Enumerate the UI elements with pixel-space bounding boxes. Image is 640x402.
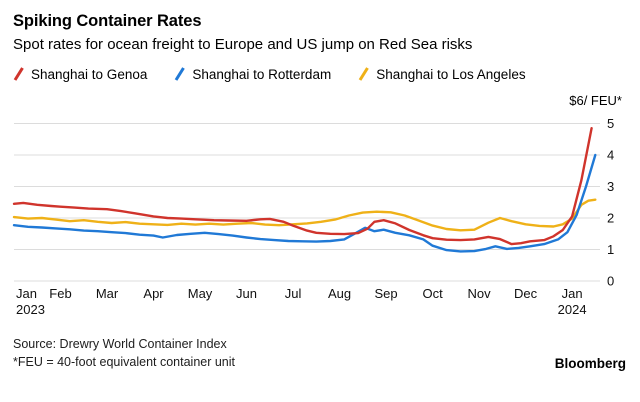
page-title: Spiking Container Rates	[13, 12, 202, 30]
series-slash-icon	[175, 67, 186, 81]
slash-mark	[175, 67, 186, 81]
legend-item-losangeles: Shanghai to Los Angeles	[358, 66, 526, 82]
x-year-label-start: 2023	[16, 302, 45, 317]
legend-label-losangeles: Shanghai to Los Angeles	[376, 66, 526, 82]
y-tick-label: 3	[607, 179, 614, 194]
x-tick-label: Jul	[285, 286, 302, 301]
y-tick-label: 2	[607, 211, 614, 226]
x-year-label-end: 2024	[558, 302, 587, 317]
legend-label-genoa: Shanghai to Genoa	[31, 66, 148, 82]
chart-footer: Source: Drewry World Container Index *FE…	[0, 319, 640, 371]
slash-mark	[358, 67, 369, 81]
y-axis-unit-label: $6/ FEU*	[569, 93, 622, 108]
x-tick-label: Jun	[236, 286, 257, 301]
legend-item-rotterdam: Shanghai to Rotterdam	[174, 66, 331, 82]
x-tick-label: Sep	[374, 286, 397, 301]
bloomberg-logo: Bloomberg	[554, 356, 626, 371]
line-chart: 0 1 2 3 4 5 Jan Feb Mar Apr May Jun Jul Aug Sep Oct Nov D…	[12, 116, 614, 317]
x-tick-label: Mar	[96, 286, 119, 301]
legend-item-genoa: Shanghai to Genoa	[13, 66, 147, 82]
series-slash-icon	[13, 67, 24, 81]
x-tick-label: Jan	[562, 286, 583, 301]
slash-mark	[13, 67, 24, 81]
chart-legend: Shanghai to Genoa Shanghai to Rotterdam …	[0, 53, 640, 82]
x-tick-label: Jan	[16, 286, 37, 301]
y-tick-label: 0	[607, 274, 614, 289]
x-tick-label: May	[188, 286, 213, 301]
y-tick-label: 4	[607, 148, 614, 163]
chart-header: Spiking Container Rates Spot rates for o…	[0, 0, 640, 53]
footnote-line: *FEU = 40-foot equivalent container unit	[13, 354, 236, 369]
source-line: Source: Drewry World Container Index	[13, 337, 227, 351]
series-line	[12, 127, 593, 246]
x-tick-label: Apr	[143, 286, 164, 301]
series-slash-icon	[358, 67, 369, 81]
series-line	[12, 198, 597, 232]
x-tick-label: Feb	[49, 286, 71, 301]
x-tick-label: Dec	[514, 286, 538, 301]
y-tick-label: 1	[607, 242, 614, 257]
legend-label-rotterdam: Shanghai to Rotterdam	[192, 66, 332, 82]
y-tick-label: 5	[607, 116, 614, 131]
series-line	[12, 153, 597, 253]
x-tick-label: Aug	[328, 286, 351, 301]
x-tick-label: Nov	[468, 286, 492, 301]
x-tick-label: Oct	[422, 286, 443, 301]
page-subtitle: Spot rates for ocean freight to Europe a…	[13, 36, 473, 53]
source-block: Source: Drewry World Container Index *FE…	[13, 336, 235, 371]
